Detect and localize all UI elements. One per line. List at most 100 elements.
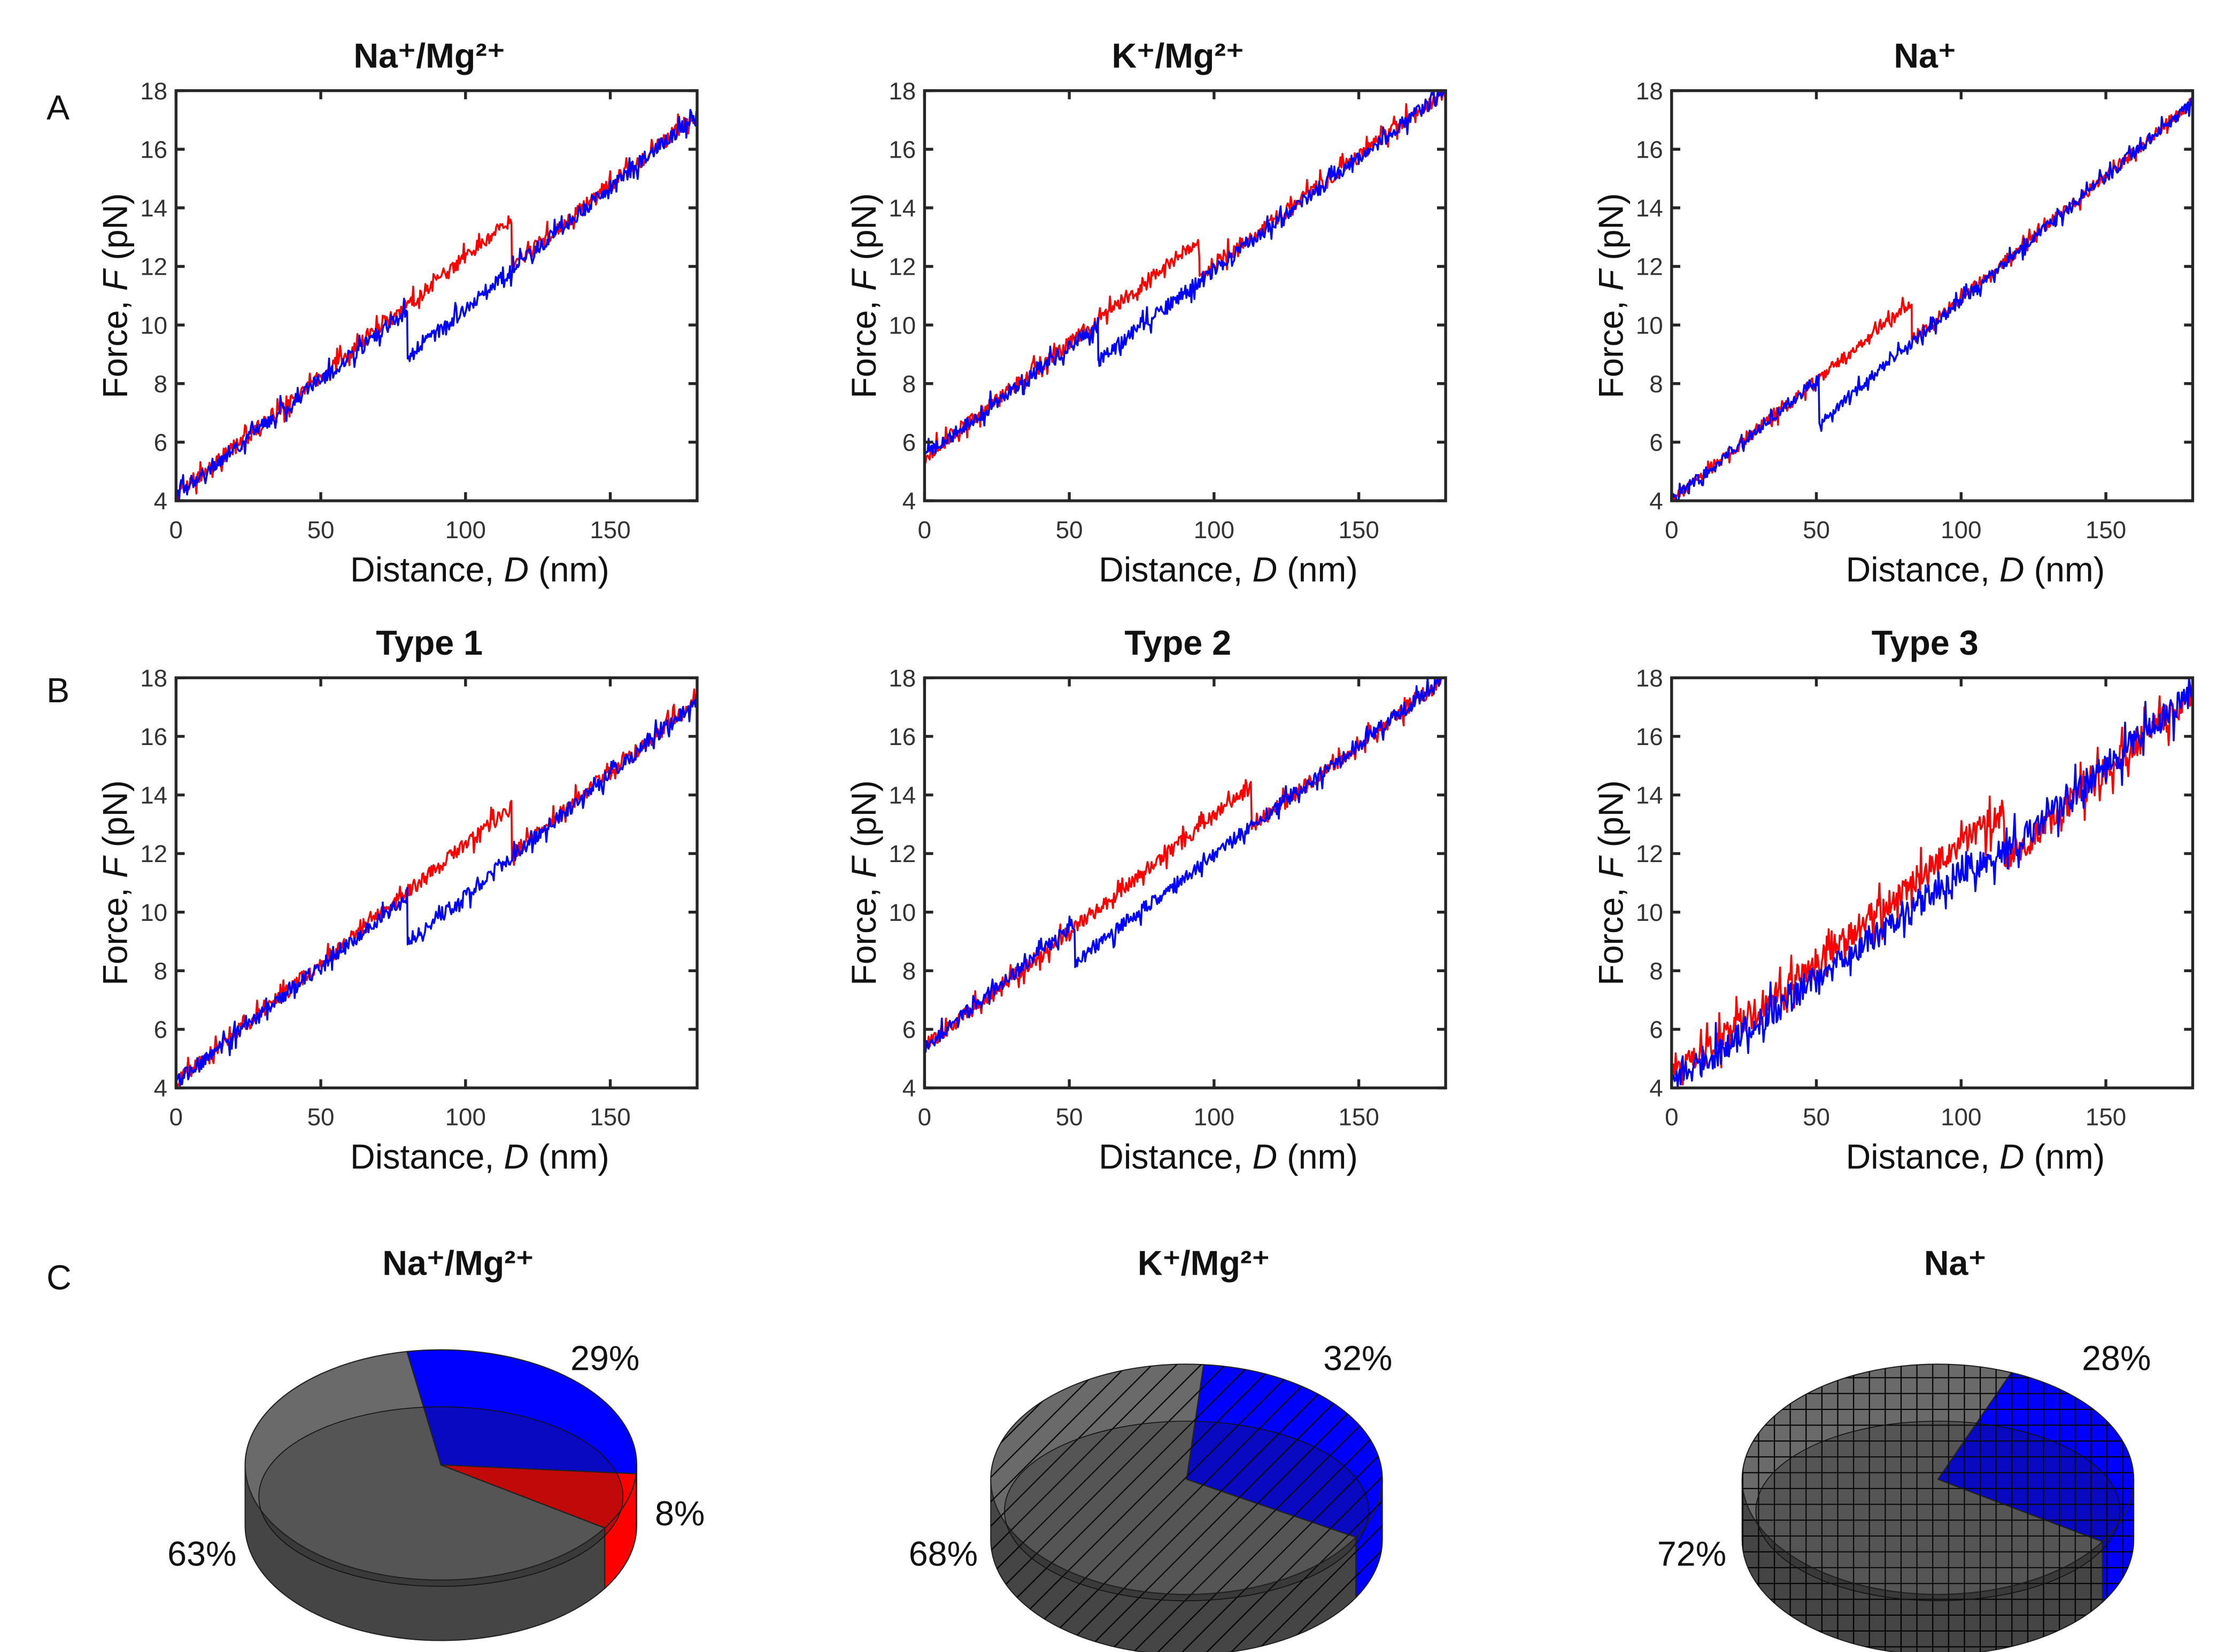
hatch-overlay [991, 1364, 1356, 1595]
y-label-part: (pN) [1592, 193, 1630, 270]
x-label-part: Distance, [1846, 550, 1999, 589]
pie-title: Na⁺/Mg²⁺ [382, 1244, 534, 1283]
pie-title: Na⁺ [1924, 1244, 1987, 1283]
y-tick-label: 10 [1636, 899, 1663, 926]
pie-percent-label: 8% [655, 1494, 705, 1533]
y-tick-label: 18 [889, 77, 916, 105]
x-tick-label: 0 [918, 1104, 931, 1131]
relax-trace [175, 108, 698, 502]
pie-slice-top [244, 1351, 606, 1581]
y-tick-label: 12 [1636, 253, 1663, 281]
x-label-part: D [1999, 1137, 2025, 1176]
x-tick-label: 0 [169, 516, 183, 544]
x-tick-label: 50 [307, 516, 335, 544]
x-tick-label: 150 [2086, 1104, 2126, 1131]
y-tick-label: 16 [1636, 136, 1663, 163]
x-tick-label: 50 [307, 1104, 335, 1131]
y-tick-label: 6 [154, 1016, 167, 1043]
force-distance-plot: Type 3 0 50 100 150 4 6 8 10 12 14 16 18 Distance, D … [1592, 624, 2195, 1176]
pie-percent-label: 29% [570, 1339, 639, 1377]
y-tick-label: 12 [889, 840, 916, 867]
x-axis-label: Distance, D (nm) [350, 550, 609, 589]
y-label-part: Force, [1592, 291, 1630, 398]
x-label-part: D [1999, 550, 2025, 589]
y-label-part: F [1592, 268, 1630, 291]
x-tick-label: 100 [1194, 516, 1234, 544]
axes-box [1670, 676, 2195, 1090]
force-distance-plot: Na⁺/Mg²⁺ 0 50 100 150 4 6 8 10 12 14 16 18 Distance, … [96, 37, 699, 589]
x-tick-label: 0 [169, 1104, 183, 1131]
pie-percent-label: 72% [1657, 1534, 1726, 1573]
relax-trace [923, 89, 1445, 455]
hatch-overlay [991, 1479, 1356, 1652]
y-tick-label: 10 [1636, 312, 1663, 339]
x-axis-label: Distance, D (nm) [350, 1137, 609, 1176]
plot-title: K⁺/Mg²⁺ [1111, 37, 1244, 75]
y-tick-label: 10 [140, 312, 167, 339]
relax-trace [1671, 97, 2194, 502]
pie-shadow [1755, 1421, 2121, 1601]
y-label-part: F [1592, 855, 1630, 878]
y-tick-label: 6 [902, 1016, 916, 1043]
axes-box [1670, 89, 2195, 502]
force-distance-plot: Na⁺ 0 50 100 150 4 6 8 10 12 14 16 18 Distance, D (nm… [1592, 37, 2195, 589]
x-label-part: (nm) [529, 550, 609, 589]
x-label-part: D [504, 550, 529, 589]
y-axis-label: Force, F (pN) [1592, 193, 1630, 398]
panel-label-b: B [47, 671, 69, 710]
x-label-part: (nm) [529, 1137, 609, 1176]
x-label-part: Distance, [350, 550, 504, 589]
y-tick-label: 6 [902, 429, 916, 456]
plot-title: Na⁺ [1894, 37, 1956, 75]
x-tick-label: 50 [1803, 1104, 1830, 1131]
stretch-trace [175, 113, 697, 501]
x-tick-label: 50 [1056, 516, 1083, 544]
stretch-trace [1671, 681, 2193, 1086]
x-tick-label: 100 [1194, 1104, 1234, 1131]
y-label-part: (pN) [845, 193, 883, 270]
y-axis-label: Force, F (pN) [1592, 780, 1630, 986]
y-tick-label: 16 [1636, 723, 1663, 750]
relax-trace [923, 677, 1445, 1053]
panel-label-a: A [47, 88, 69, 127]
x-tick-label: 150 [590, 1104, 630, 1131]
x-tick-label: 0 [918, 516, 931, 544]
x-tick-label: 150 [1338, 1104, 1379, 1131]
plot-title: Type 2 [1124, 624, 1231, 662]
pie-chart: Na⁺ 28% 72% [1657, 1244, 2151, 1652]
y-tick-label: 8 [902, 370, 916, 398]
stretch-trace [175, 688, 697, 1089]
y-label-part: F [845, 855, 883, 878]
pie-chart: K⁺/Mg²⁺ 32% 68% [909, 1244, 1393, 1652]
hatch-overlay [1742, 1364, 2103, 1595]
pie-shadow [1004, 1421, 1369, 1601]
y-tick-label: 12 [889, 253, 916, 281]
y-tick-label: 16 [140, 136, 167, 163]
pie-chart: Na⁺/Mg²⁺ 29% 8% 63% [167, 1244, 705, 1641]
y-tick-label: 4 [902, 1075, 916, 1102]
y-tick-label: 10 [140, 899, 167, 926]
y-tick-label: 12 [140, 253, 167, 281]
y-tick-label: 8 [1649, 957, 1663, 984]
y-axis-label: Force, F (pN) [845, 193, 883, 398]
x-axis-label: Distance, D (nm) [1099, 550, 1358, 589]
y-label-part: Force, [96, 291, 135, 398]
y-tick-label: 10 [889, 899, 916, 926]
y-tick-label: 14 [1636, 195, 1663, 222]
x-axis-label: Distance, D (nm) [1099, 1137, 1358, 1176]
x-tick-label: 100 [1941, 1104, 1981, 1131]
y-tick-label: 4 [154, 1075, 167, 1102]
pie-percent-label: 28% [2082, 1339, 2151, 1377]
axes-box [923, 676, 1447, 1090]
y-tick-label: 16 [140, 723, 167, 750]
x-tick-label: 150 [2086, 516, 2126, 544]
hatch-overlay [2102, 1479, 2134, 1602]
pie-percent-label: 32% [1323, 1339, 1392, 1377]
axes-box [174, 676, 699, 1090]
x-label-part: D [1252, 550, 1277, 589]
x-label-part: Distance, [1099, 1137, 1252, 1176]
hatch-overlay [1742, 1479, 2103, 1652]
y-axis-label: Force, F (pN) [845, 780, 883, 986]
hatch-overlay [1355, 1479, 1383, 1598]
